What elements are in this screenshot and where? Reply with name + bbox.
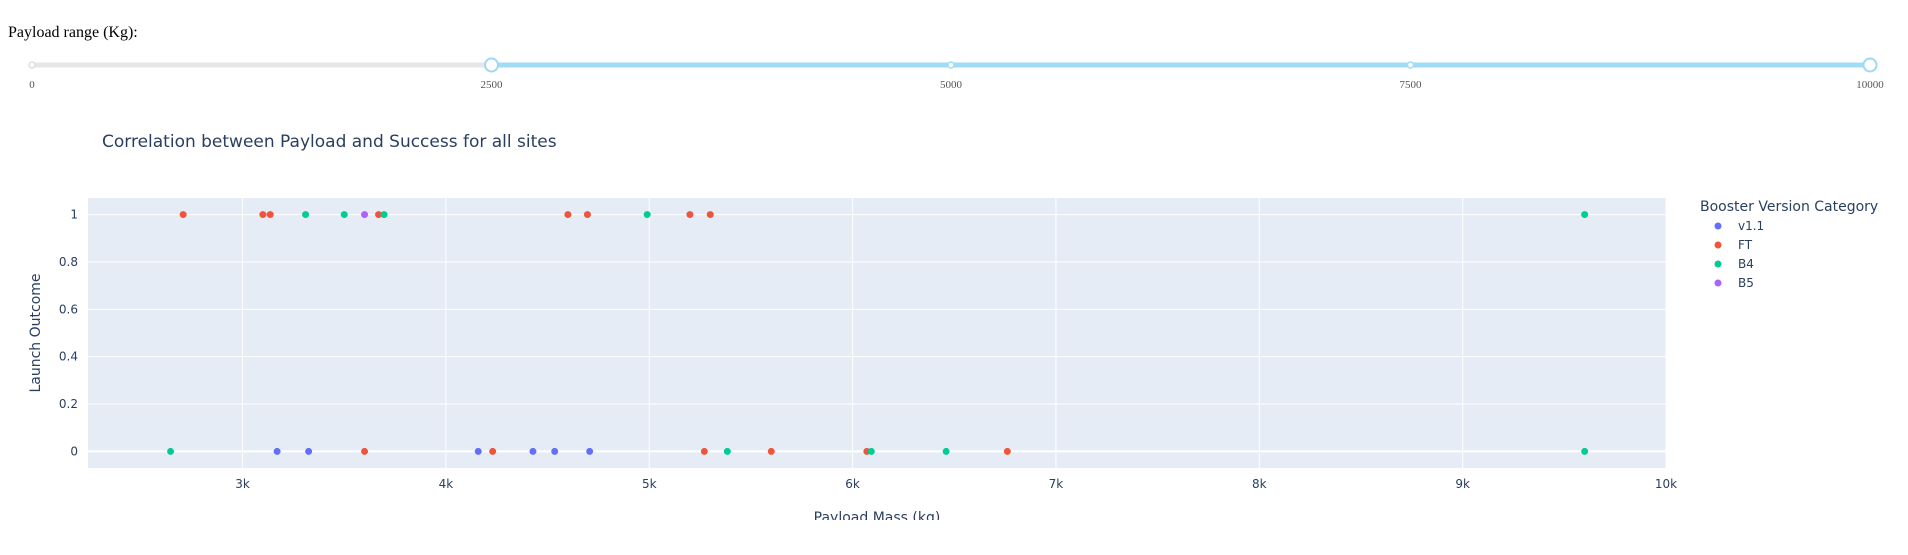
data-point[interactable] [305, 447, 313, 455]
x-tick-label: 6k [845, 477, 860, 491]
data-point[interactable] [564, 211, 572, 219]
payload-range-slider[interactable]: 0 2500 5000 7500 10000 [0, 50, 1908, 100]
slider-handle-low[interactable] [484, 57, 499, 73]
data-point[interactable] [583, 211, 591, 219]
data-point[interactable] [167, 447, 175, 455]
y-tick-label: 1 [70, 208, 78, 222]
data-point[interactable] [551, 447, 559, 455]
slider-mark-dot[interactable] [28, 61, 36, 69]
legend-marker[interactable] [1714, 260, 1722, 268]
legend-item-label[interactable]: B4 [1738, 257, 1754, 271]
legend-item-label[interactable]: FT [1738, 238, 1753, 252]
slider-mark-label: 0 [29, 79, 35, 91]
data-point[interactable] [375, 211, 383, 219]
data-point[interactable] [686, 211, 694, 219]
slider-mark-label: 10000 [1856, 79, 1884, 91]
slider-handle-high[interactable] [1862, 57, 1878, 73]
data-point[interactable] [643, 211, 651, 219]
payload-success-scatter-chart: Correlation between Payload and Success … [28, 132, 1878, 520]
legend: Booster Version Category v1.1 FT B4 B5 [1700, 199, 1878, 290]
y-axis-title: Launch Outcome [28, 273, 44, 392]
legend-marker[interactable] [1714, 279, 1722, 287]
data-point[interactable] [340, 211, 348, 219]
legend-item-label[interactable]: v1.1 [1738, 219, 1764, 233]
data-point[interactable] [266, 211, 274, 219]
x-tick-label: 5k [642, 477, 657, 491]
data-point[interactable] [586, 447, 594, 455]
data-point[interactable] [489, 447, 497, 455]
data-point[interactable] [361, 447, 369, 455]
legend-title: Booster Version Category [1700, 199, 1878, 215]
data-point[interactable] [1003, 447, 1011, 455]
x-tick-label: 9k [1455, 477, 1470, 491]
data-point[interactable] [361, 211, 369, 219]
slider-mark-label: 2500 [481, 79, 504, 91]
y-tick-label: 0.8 [59, 255, 78, 269]
x-tick-label: 7k [1049, 477, 1064, 491]
data-point[interactable] [1581, 211, 1589, 219]
series-v1-1 [273, 447, 594, 455]
y-tick-label: 0.2 [59, 397, 78, 411]
data-point[interactable] [1581, 447, 1589, 455]
data-point[interactable] [700, 447, 708, 455]
data-point[interactable] [179, 211, 187, 219]
series-b5 [361, 211, 369, 219]
data-point[interactable] [273, 447, 281, 455]
series-ft [179, 211, 1011, 455]
x-axis-title: Payload Mass (kg) [814, 510, 941, 520]
data-point[interactable] [529, 447, 537, 455]
data-point[interactable] [706, 211, 714, 219]
data-point[interactable] [723, 447, 731, 455]
data-point[interactable] [259, 211, 267, 219]
slider-mark-label: 7500 [1400, 79, 1423, 91]
series-b4 [167, 211, 1589, 455]
legend-marker[interactable] [1714, 241, 1722, 249]
data-point[interactable] [474, 447, 482, 455]
data-point[interactable] [867, 447, 875, 455]
legend-marker[interactable] [1714, 222, 1722, 230]
chart-title: Correlation between Payload and Success … [102, 132, 557, 152]
legend-item-label[interactable]: B5 [1738, 276, 1754, 290]
x-tick-label: 4k [439, 477, 454, 491]
slider-mark-label: 5000 [940, 79, 963, 91]
plot-area [88, 198, 1666, 468]
y-tick-label: 0.4 [59, 350, 78, 364]
data-point[interactable] [942, 447, 950, 455]
data-point[interactable] [767, 447, 775, 455]
y-tick-label: 0 [70, 444, 78, 458]
data-point[interactable] [380, 211, 388, 219]
x-tick-label: 8k [1252, 477, 1267, 491]
data-point[interactable] [302, 211, 310, 219]
x-tick-label: 3k [235, 477, 250, 491]
y-tick-label: 0.6 [59, 302, 78, 316]
payload-range-label: Payload range (Kg): [8, 24, 138, 41]
slider-mark-dot[interactable] [947, 61, 955, 69]
x-tick-label: 10k [1655, 477, 1677, 491]
slider-mark-dot[interactable] [1406, 61, 1415, 69]
